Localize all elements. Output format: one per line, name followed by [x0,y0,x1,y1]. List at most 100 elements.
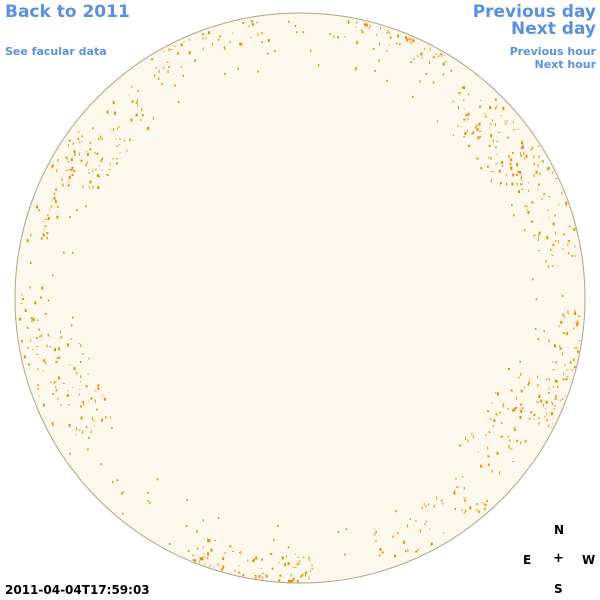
facula-mark [78,429,81,431]
facula-mark [242,21,245,24]
facula-mark [53,381,55,384]
previous-hour-link[interactable]: Previous hour [509,45,596,58]
facula-mark [498,131,501,133]
back-to-year-link[interactable]: Back to 2011 [5,2,130,22]
facula-mark [295,553,297,555]
facula-mark [409,38,411,41]
facula-mark [432,56,435,59]
facula-mark [490,134,493,138]
facula-mark [540,394,542,396]
facula-mark [61,184,63,186]
facula-mark [47,299,50,302]
facula-mark [547,166,550,170]
facula-mark [536,400,538,402]
facula-mark [203,552,205,554]
facula-mark [56,357,59,360]
next-day-link[interactable]: Next day [511,19,596,39]
facula-mark [412,95,414,98]
facula-mark [513,427,516,429]
facula-mark [530,417,532,419]
facula-mark [54,381,57,383]
facula-mark [182,74,185,77]
facula-mark [517,170,520,173]
facula-mark [534,328,537,331]
facula-mark [557,265,559,267]
facula-mark [44,225,47,228]
facula-mark [519,151,521,155]
facula-mark [554,397,557,400]
see-facular-data-link[interactable]: See facular data [5,45,107,58]
compass-west: W [582,553,596,567]
facula-mark [80,381,82,383]
facula-mark [544,415,546,418]
facula-mark [46,344,48,348]
facula-mark [112,128,115,131]
facula-mark [552,265,554,268]
facula-mark [88,171,90,174]
facula-mark [81,353,84,355]
facula-mark [516,163,519,167]
facula-mark [479,130,482,132]
facula-mark [92,169,94,172]
facula-mark [441,53,443,57]
facula-mark [463,99,465,102]
facula-mark [397,34,399,38]
facula-mark [500,115,502,117]
facula-mark [562,378,565,381]
facula-mark [78,141,81,143]
facula-mark [210,548,213,552]
facula-mark [543,192,545,195]
facula-mark [551,254,554,256]
facula-mark [22,298,25,300]
facula-mark [68,181,69,183]
facula-mark [180,66,183,68]
facula-mark [521,180,523,182]
facula-mark [89,148,92,151]
facula-mark [77,131,80,133]
facula-mark [192,559,195,561]
facula-mark [300,575,303,578]
facula-mark [424,47,426,50]
previous-day-link[interactable]: Previous day [472,2,596,22]
facula-mark [54,348,56,352]
facula-mark [146,127,149,131]
facula-mark [155,67,158,69]
facula-mark [69,216,71,219]
facula-mark [36,337,38,340]
facula-mark [477,451,479,453]
facula-mark [24,309,27,313]
facula-mark [496,153,498,155]
facula-mark [250,36,252,38]
facula-mark [96,408,98,411]
facula-mark [58,347,60,351]
facula-mark [530,149,533,151]
facula-mark [30,320,33,322]
facula-mark [395,510,397,513]
facula-mark [86,152,89,156]
facula-mark [47,217,50,220]
facula-mark [476,128,479,132]
facula-mark [180,43,183,47]
facula-mark [497,392,499,396]
facula-mark [223,46,226,49]
facula-mark [533,174,535,178]
facula-mark [555,240,557,242]
facula-mark [548,217,550,219]
facula-mark [546,412,548,415]
facula-mark [547,265,550,268]
facula-mark [168,48,170,52]
facula-mark [508,439,511,442]
facula-mark [214,539,217,541]
facula-mark [36,353,39,355]
facula-mark [513,129,516,131]
facula-mark [393,554,396,558]
facula-mark [92,419,95,421]
compass-south: S [554,582,563,596]
facula-mark [163,66,165,69]
facula-mark [389,36,392,39]
facula-mark [538,422,540,424]
facula-mark [58,356,61,359]
next-hour-link[interactable]: Next hour [534,58,597,71]
facula-mark [348,21,350,25]
facula-mark [217,563,219,567]
